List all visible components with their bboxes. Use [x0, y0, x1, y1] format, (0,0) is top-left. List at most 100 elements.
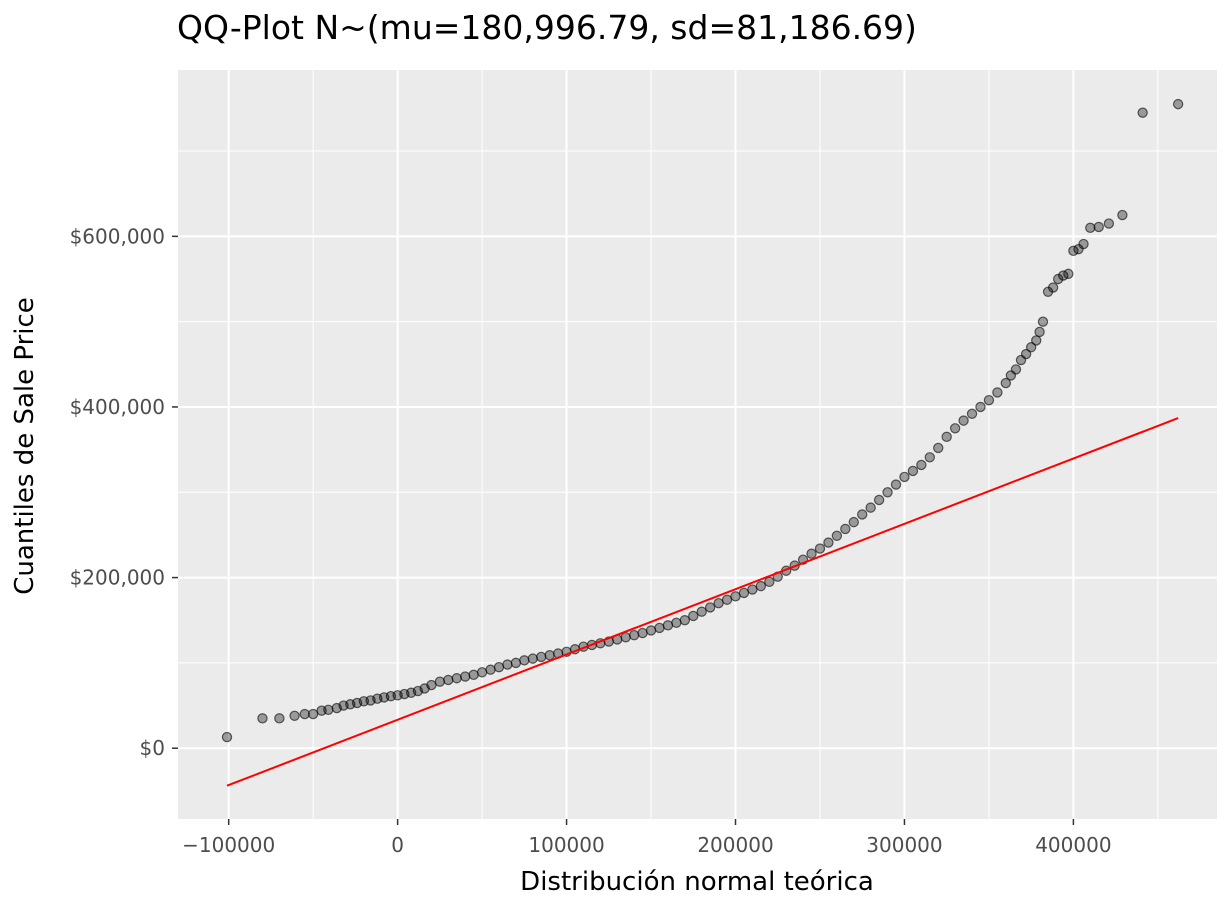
data-point [857, 509, 868, 520]
data-point [941, 431, 952, 443]
x-tick-label: 0 [391, 833, 404, 857]
data-point [966, 408, 978, 419]
data-point [916, 459, 927, 471]
plot-panel [178, 70, 1217, 819]
data-point [485, 664, 496, 675]
data-point [907, 465, 919, 477]
data-point [443, 674, 454, 686]
data-point [890, 479, 902, 490]
y-axis-title: Cuantiles de Sale Price [10, 297, 40, 595]
data-point [679, 615, 691, 626]
data-point [747, 584, 758, 595]
data-point [527, 653, 538, 664]
x-axis: −100000 0 100000 200000 300000 400000 [182, 819, 1112, 857]
data-point [426, 679, 437, 691]
data-point [221, 731, 233, 743]
data-point [806, 548, 817, 559]
data-point [899, 471, 910, 483]
y-axis: $0 $200,000 $400,000 $600,000 [70, 224, 178, 760]
data-point [544, 650, 555, 661]
data-point [721, 594, 733, 605]
data-point [713, 597, 724, 609]
data-point [468, 669, 479, 681]
data-point [933, 442, 944, 454]
reference-line-layer [226, 417, 1179, 787]
data-point [299, 708, 310, 720]
y-tick-label: $600,000 [70, 224, 165, 248]
data-point [688, 610, 699, 622]
data-point [1025, 342, 1037, 353]
data-point [637, 627, 648, 639]
data-point [882, 487, 893, 498]
data-point [949, 423, 961, 434]
data-point [1052, 273, 1064, 285]
data-points [221, 98, 1184, 743]
x-tick-label: 100000 [528, 833, 604, 857]
data-point [645, 625, 657, 636]
data-point [307, 708, 319, 720]
data-point [536, 651, 547, 663]
data-point [628, 629, 640, 641]
data-point [696, 606, 707, 617]
data-point [1031, 335, 1042, 346]
data-point [1137, 107, 1148, 118]
data-point [1063, 268, 1074, 280]
data-point [274, 713, 285, 724]
x-tick-label: 300000 [866, 833, 942, 857]
data-point [289, 710, 300, 721]
data-point [323, 704, 334, 716]
data-point [992, 387, 1003, 398]
major-gridlines [178, 70, 1217, 819]
data-point [1020, 348, 1032, 360]
y-tick-label: $0 [140, 736, 165, 760]
chart-title: QQ-Plot N~(mu=180,996.79, sd=81,186.69) [177, 8, 917, 47]
data-point [730, 591, 741, 602]
data-point [493, 661, 505, 673]
x-tick-label: −100000 [182, 833, 275, 857]
data-point [1034, 326, 1045, 338]
data-point [451, 673, 462, 684]
data-point [1010, 364, 1022, 375]
data-point [755, 580, 767, 592]
data-point [654, 622, 665, 634]
data-point [662, 620, 674, 631]
data-point [1078, 238, 1089, 250]
data-point [1000, 377, 1012, 389]
y-tick-label: $400,000 [70, 395, 165, 419]
data-point [823, 537, 834, 548]
data-point [958, 415, 969, 426]
x-axis-title: Distribución normal teórica [520, 867, 874, 897]
data-point [1085, 222, 1096, 234]
data-point [257, 713, 268, 724]
data-point [502, 659, 513, 670]
x-tick-label: 200000 [697, 833, 773, 857]
data-point [620, 632, 631, 643]
data-point [476, 667, 488, 678]
data-point [924, 452, 935, 463]
y-tick-label: $200,000 [70, 566, 165, 590]
data-point [510, 657, 522, 669]
data-point [1103, 218, 1115, 229]
x-tick-label: 400000 [1035, 833, 1111, 857]
data-point [840, 523, 851, 535]
data-point [1117, 209, 1128, 221]
data-point [671, 617, 682, 628]
data-point [865, 502, 876, 513]
reference-line [226, 417, 1179, 787]
data-point [764, 576, 775, 588]
data-point [848, 516, 859, 528]
data-point [983, 394, 995, 406]
data-point [873, 494, 885, 506]
data-point [460, 671, 471, 682]
minor-gridlines [178, 70, 1217, 819]
data-point [1093, 221, 1104, 233]
data-point [519, 655, 530, 666]
data-point [975, 401, 986, 413]
data-point [1047, 282, 1059, 293]
data-point [1172, 98, 1184, 110]
data-point [704, 602, 716, 613]
data-point [738, 587, 750, 599]
data-point [814, 543, 826, 554]
data-point [831, 530, 843, 541]
data-point [434, 676, 446, 687]
